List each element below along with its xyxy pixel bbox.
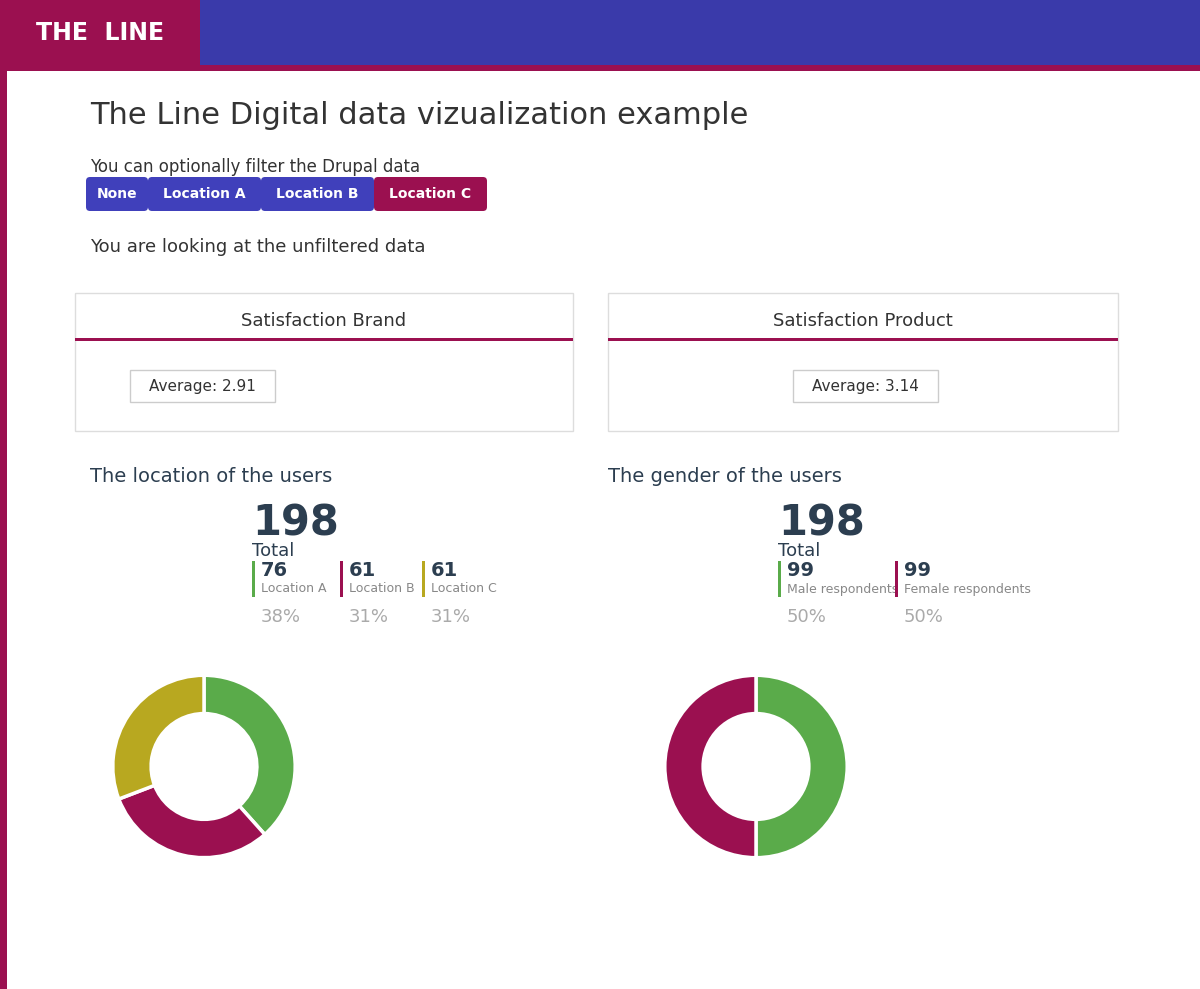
FancyBboxPatch shape [74,338,574,341]
Text: 198: 198 [252,503,338,545]
Text: Average: 3.14: Average: 3.14 [812,379,919,394]
Text: 99: 99 [787,562,814,581]
Text: 38%: 38% [262,608,301,626]
Text: Location C: Location C [390,187,472,201]
Text: The Line Digital data vizualization example: The Line Digital data vizualization exam… [90,102,749,131]
FancyBboxPatch shape [0,71,7,989]
Text: 31%: 31% [431,608,470,626]
Text: The location of the users: The location of the users [90,468,332,487]
Text: 50%: 50% [787,608,827,626]
Wedge shape [756,675,847,857]
FancyBboxPatch shape [778,561,781,597]
FancyBboxPatch shape [608,293,1118,431]
Wedge shape [113,675,204,799]
Text: Location A: Location A [163,187,246,201]
Text: 61: 61 [431,562,458,581]
FancyBboxPatch shape [74,293,574,431]
Wedge shape [204,675,295,835]
Text: Average: 2.91: Average: 2.91 [149,379,256,394]
FancyBboxPatch shape [262,177,374,211]
Text: THE  LINE: THE LINE [36,21,164,45]
Text: Female respondents: Female respondents [904,583,1031,595]
FancyBboxPatch shape [340,561,343,597]
Text: You are looking at the unfiltered data: You are looking at the unfiltered data [90,238,426,256]
Text: You can optionally filter the Drupal data: You can optionally filter the Drupal dat… [90,158,420,176]
Text: 50%: 50% [904,608,944,626]
Text: 76: 76 [262,562,288,581]
Text: Location B: Location B [349,583,415,595]
Text: Location B: Location B [276,187,359,201]
FancyBboxPatch shape [374,177,487,211]
FancyBboxPatch shape [130,370,275,402]
FancyBboxPatch shape [0,0,1200,65]
FancyBboxPatch shape [0,65,1200,71]
FancyBboxPatch shape [148,177,262,211]
Wedge shape [119,785,265,857]
FancyBboxPatch shape [895,561,898,597]
Text: Male respondents: Male respondents [787,583,899,595]
FancyBboxPatch shape [0,0,200,65]
FancyBboxPatch shape [608,338,1118,341]
Text: Total: Total [252,542,294,560]
Text: 61: 61 [349,562,377,581]
Text: Location A: Location A [262,583,326,595]
FancyBboxPatch shape [252,561,256,597]
Text: Location C: Location C [431,583,497,595]
Text: Satisfaction Brand: Satisfaction Brand [241,312,407,330]
Text: Satisfaction Product: Satisfaction Product [773,312,953,330]
FancyBboxPatch shape [793,370,938,402]
Text: Total: Total [778,542,821,560]
Text: 198: 198 [778,503,865,545]
Text: None: None [97,187,137,201]
Wedge shape [665,675,756,857]
Text: 31%: 31% [349,608,389,626]
FancyBboxPatch shape [86,177,148,211]
Text: 99: 99 [904,562,931,581]
Text: The gender of the users: The gender of the users [608,468,842,487]
FancyBboxPatch shape [422,561,425,597]
